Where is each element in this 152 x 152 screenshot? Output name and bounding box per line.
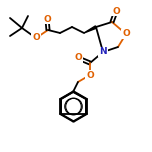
Text: O: O <box>112 7 120 16</box>
Text: O: O <box>86 71 94 79</box>
Text: O: O <box>43 14 51 24</box>
Text: O: O <box>32 33 40 43</box>
Text: O: O <box>122 29 130 38</box>
Text: O: O <box>74 54 82 62</box>
Polygon shape <box>84 26 97 33</box>
Text: N: N <box>99 47 107 57</box>
